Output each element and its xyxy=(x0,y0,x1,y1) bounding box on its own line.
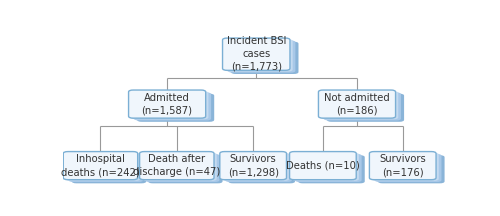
FancyBboxPatch shape xyxy=(64,152,138,180)
FancyBboxPatch shape xyxy=(378,155,444,183)
FancyBboxPatch shape xyxy=(228,40,296,73)
FancyBboxPatch shape xyxy=(148,155,222,183)
Text: Incident BSI
cases
(n=1,773): Incident BSI cases (n=1,773) xyxy=(226,36,286,72)
FancyBboxPatch shape xyxy=(140,152,214,180)
FancyBboxPatch shape xyxy=(327,94,404,122)
FancyBboxPatch shape xyxy=(292,153,359,181)
FancyBboxPatch shape xyxy=(370,152,436,180)
FancyBboxPatch shape xyxy=(222,38,290,70)
FancyBboxPatch shape xyxy=(228,155,295,183)
FancyBboxPatch shape xyxy=(295,154,362,182)
FancyBboxPatch shape xyxy=(134,92,211,121)
FancyBboxPatch shape xyxy=(72,155,146,183)
FancyBboxPatch shape xyxy=(128,90,206,118)
FancyBboxPatch shape xyxy=(231,42,298,74)
FancyBboxPatch shape xyxy=(68,154,143,182)
FancyBboxPatch shape xyxy=(132,91,208,119)
FancyBboxPatch shape xyxy=(145,154,220,182)
Text: Survivors
(n=176): Survivors (n=176) xyxy=(380,154,426,177)
Text: Death after
discharge (n=47): Death after discharge (n=47) xyxy=(133,154,220,177)
FancyBboxPatch shape xyxy=(222,153,289,181)
Text: Survivors
(n=1,298): Survivors (n=1,298) xyxy=(228,154,278,177)
FancyBboxPatch shape xyxy=(324,92,401,121)
FancyBboxPatch shape xyxy=(298,155,365,183)
FancyBboxPatch shape xyxy=(66,153,140,181)
Text: Inhospital
deaths (n=242): Inhospital deaths (n=242) xyxy=(61,154,140,177)
FancyBboxPatch shape xyxy=(220,152,286,180)
FancyBboxPatch shape xyxy=(142,153,216,181)
Text: Not admitted
(n=186): Not admitted (n=186) xyxy=(324,93,390,116)
FancyBboxPatch shape xyxy=(375,154,442,182)
FancyBboxPatch shape xyxy=(225,39,292,71)
FancyBboxPatch shape xyxy=(137,94,214,122)
Text: Deaths (n=10): Deaths (n=10) xyxy=(286,161,360,171)
Text: Admitted
(n=1,587): Admitted (n=1,587) xyxy=(142,93,192,116)
FancyBboxPatch shape xyxy=(318,90,396,118)
FancyBboxPatch shape xyxy=(321,91,398,119)
FancyBboxPatch shape xyxy=(225,154,292,182)
FancyBboxPatch shape xyxy=(290,152,356,180)
FancyBboxPatch shape xyxy=(372,153,439,181)
